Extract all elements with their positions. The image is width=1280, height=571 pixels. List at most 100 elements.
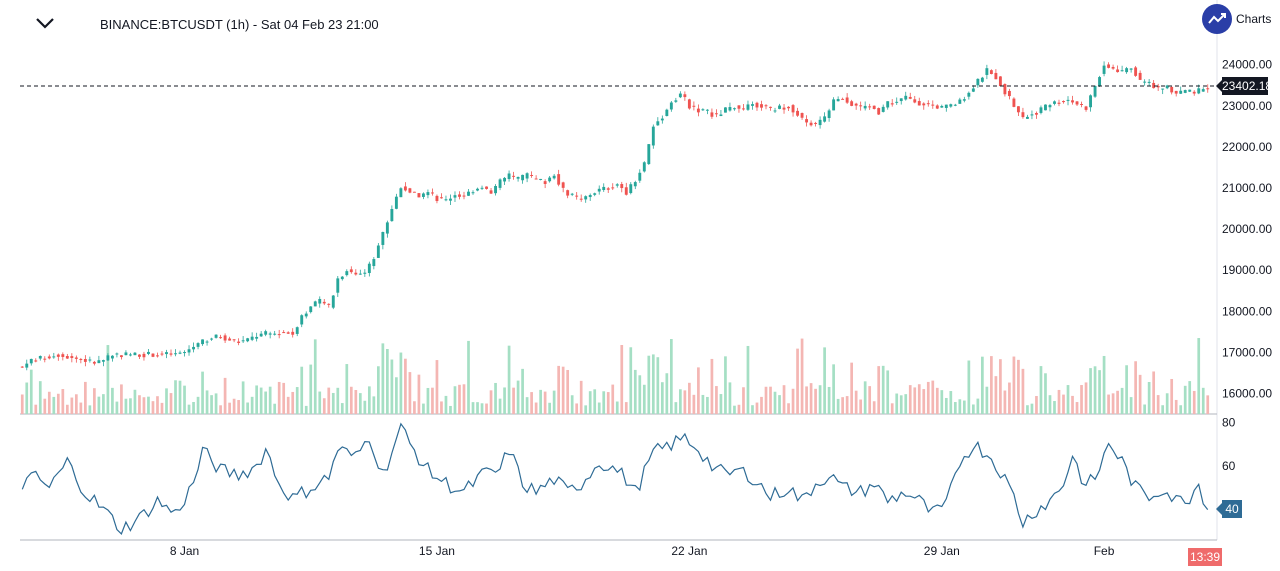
candle-body bbox=[65, 356, 69, 359]
volume-bar bbox=[597, 402, 601, 414]
volume-bar bbox=[719, 394, 723, 414]
candle-body bbox=[336, 278, 340, 293]
brand-label: Charts bbox=[1236, 12, 1272, 26]
volume-bar bbox=[390, 359, 394, 414]
volume-bar bbox=[1008, 382, 1011, 414]
volume-bar bbox=[268, 386, 272, 414]
candle-body bbox=[47, 356, 51, 359]
volume-bar bbox=[1134, 361, 1137, 414]
volume-bar bbox=[1174, 399, 1178, 414]
volume-bars bbox=[20, 338, 1210, 414]
volume-bar bbox=[498, 398, 502, 414]
volume-bar bbox=[534, 402, 538, 414]
candle-body bbox=[349, 269, 353, 273]
volume-bar bbox=[872, 401, 876, 414]
candle-body bbox=[1053, 101, 1056, 104]
volume-bar bbox=[877, 366, 881, 414]
candle-body bbox=[886, 101, 890, 108]
candle-body bbox=[728, 107, 732, 111]
volume-bar bbox=[304, 405, 308, 414]
volume-bar bbox=[570, 395, 574, 414]
candle-body bbox=[480, 187, 484, 189]
candle-body bbox=[20, 366, 24, 368]
candle-body bbox=[611, 187, 615, 189]
volume-bar bbox=[327, 387, 331, 414]
volume-bar bbox=[183, 385, 186, 414]
volume-bar bbox=[1129, 397, 1133, 414]
volume-bar bbox=[791, 388, 795, 414]
volume-bar bbox=[399, 352, 403, 414]
volume-bar bbox=[340, 403, 344, 414]
volume-bar bbox=[701, 394, 705, 414]
candle-body bbox=[705, 109, 709, 111]
candle-body bbox=[403, 186, 407, 191]
volume-bar bbox=[1017, 359, 1020, 414]
volume-bar bbox=[944, 397, 948, 414]
volume-bar bbox=[935, 387, 939, 414]
volume-bar bbox=[606, 392, 610, 414]
volume-bar bbox=[1156, 395, 1160, 414]
candle-body bbox=[372, 259, 376, 267]
volume-bar bbox=[232, 398, 236, 414]
volume-bar bbox=[1192, 390, 1196, 414]
volume-bar bbox=[115, 401, 119, 414]
volume-bar bbox=[291, 391, 295, 414]
volume-bar bbox=[845, 396, 849, 414]
volume-bar bbox=[1071, 395, 1074, 414]
candle-body bbox=[250, 336, 254, 340]
collapse-button[interactable] bbox=[30, 10, 60, 36]
volume-bar bbox=[642, 384, 646, 414]
candle-body bbox=[228, 338, 232, 341]
volume-bar bbox=[895, 393, 899, 414]
candle-body bbox=[899, 98, 903, 102]
volume-bar bbox=[111, 387, 114, 414]
volume-bar bbox=[354, 390, 358, 414]
time-tick-label: 29 Jan bbox=[924, 544, 960, 558]
candle-body bbox=[1102, 65, 1106, 74]
candle-body bbox=[660, 118, 664, 121]
volume-bar bbox=[697, 367, 700, 414]
candle-body bbox=[737, 105, 741, 109]
volume-bar bbox=[372, 396, 376, 414]
candle-body bbox=[521, 174, 525, 181]
candle-body bbox=[575, 195, 579, 197]
volume-bar bbox=[56, 393, 60, 414]
volume-bar bbox=[1120, 387, 1124, 414]
volume-bar bbox=[147, 396, 150, 414]
candle-body bbox=[566, 190, 570, 196]
volume-bar bbox=[922, 389, 926, 414]
volume-bar bbox=[976, 398, 980, 414]
volume-bar bbox=[1044, 373, 1047, 414]
candle-body bbox=[156, 355, 159, 357]
volume-bar bbox=[1003, 390, 1007, 414]
time-tick-label: Feb bbox=[1094, 544, 1115, 558]
candle-body bbox=[1012, 98, 1016, 107]
candle-body bbox=[683, 94, 687, 98]
candle-body bbox=[304, 313, 308, 317]
volume-bar bbox=[615, 401, 619, 414]
candle-body bbox=[845, 97, 849, 103]
candle-body bbox=[931, 104, 935, 106]
candle-body bbox=[192, 346, 195, 350]
volume-bar bbox=[196, 396, 200, 414]
candle-body bbox=[165, 352, 168, 355]
candle-body bbox=[52, 356, 56, 358]
volume-bar bbox=[913, 387, 917, 414]
volume-bar bbox=[981, 356, 984, 414]
candle-body bbox=[841, 98, 845, 100]
volume-bar bbox=[773, 391, 777, 414]
volume-bar bbox=[192, 401, 195, 414]
volume-bar bbox=[165, 388, 168, 414]
volume-bar bbox=[201, 371, 204, 414]
candle-body bbox=[742, 108, 745, 110]
candle-body bbox=[620, 184, 624, 189]
volume-bar bbox=[953, 402, 957, 414]
volume-bar bbox=[349, 386, 353, 414]
candle-body bbox=[119, 355, 123, 358]
candle-body bbox=[268, 333, 272, 335]
candle-body bbox=[602, 186, 606, 191]
volume-bar bbox=[377, 366, 380, 414]
brand-logo[interactable]: Charts bbox=[1202, 4, 1280, 34]
volume-bar bbox=[124, 398, 128, 414]
